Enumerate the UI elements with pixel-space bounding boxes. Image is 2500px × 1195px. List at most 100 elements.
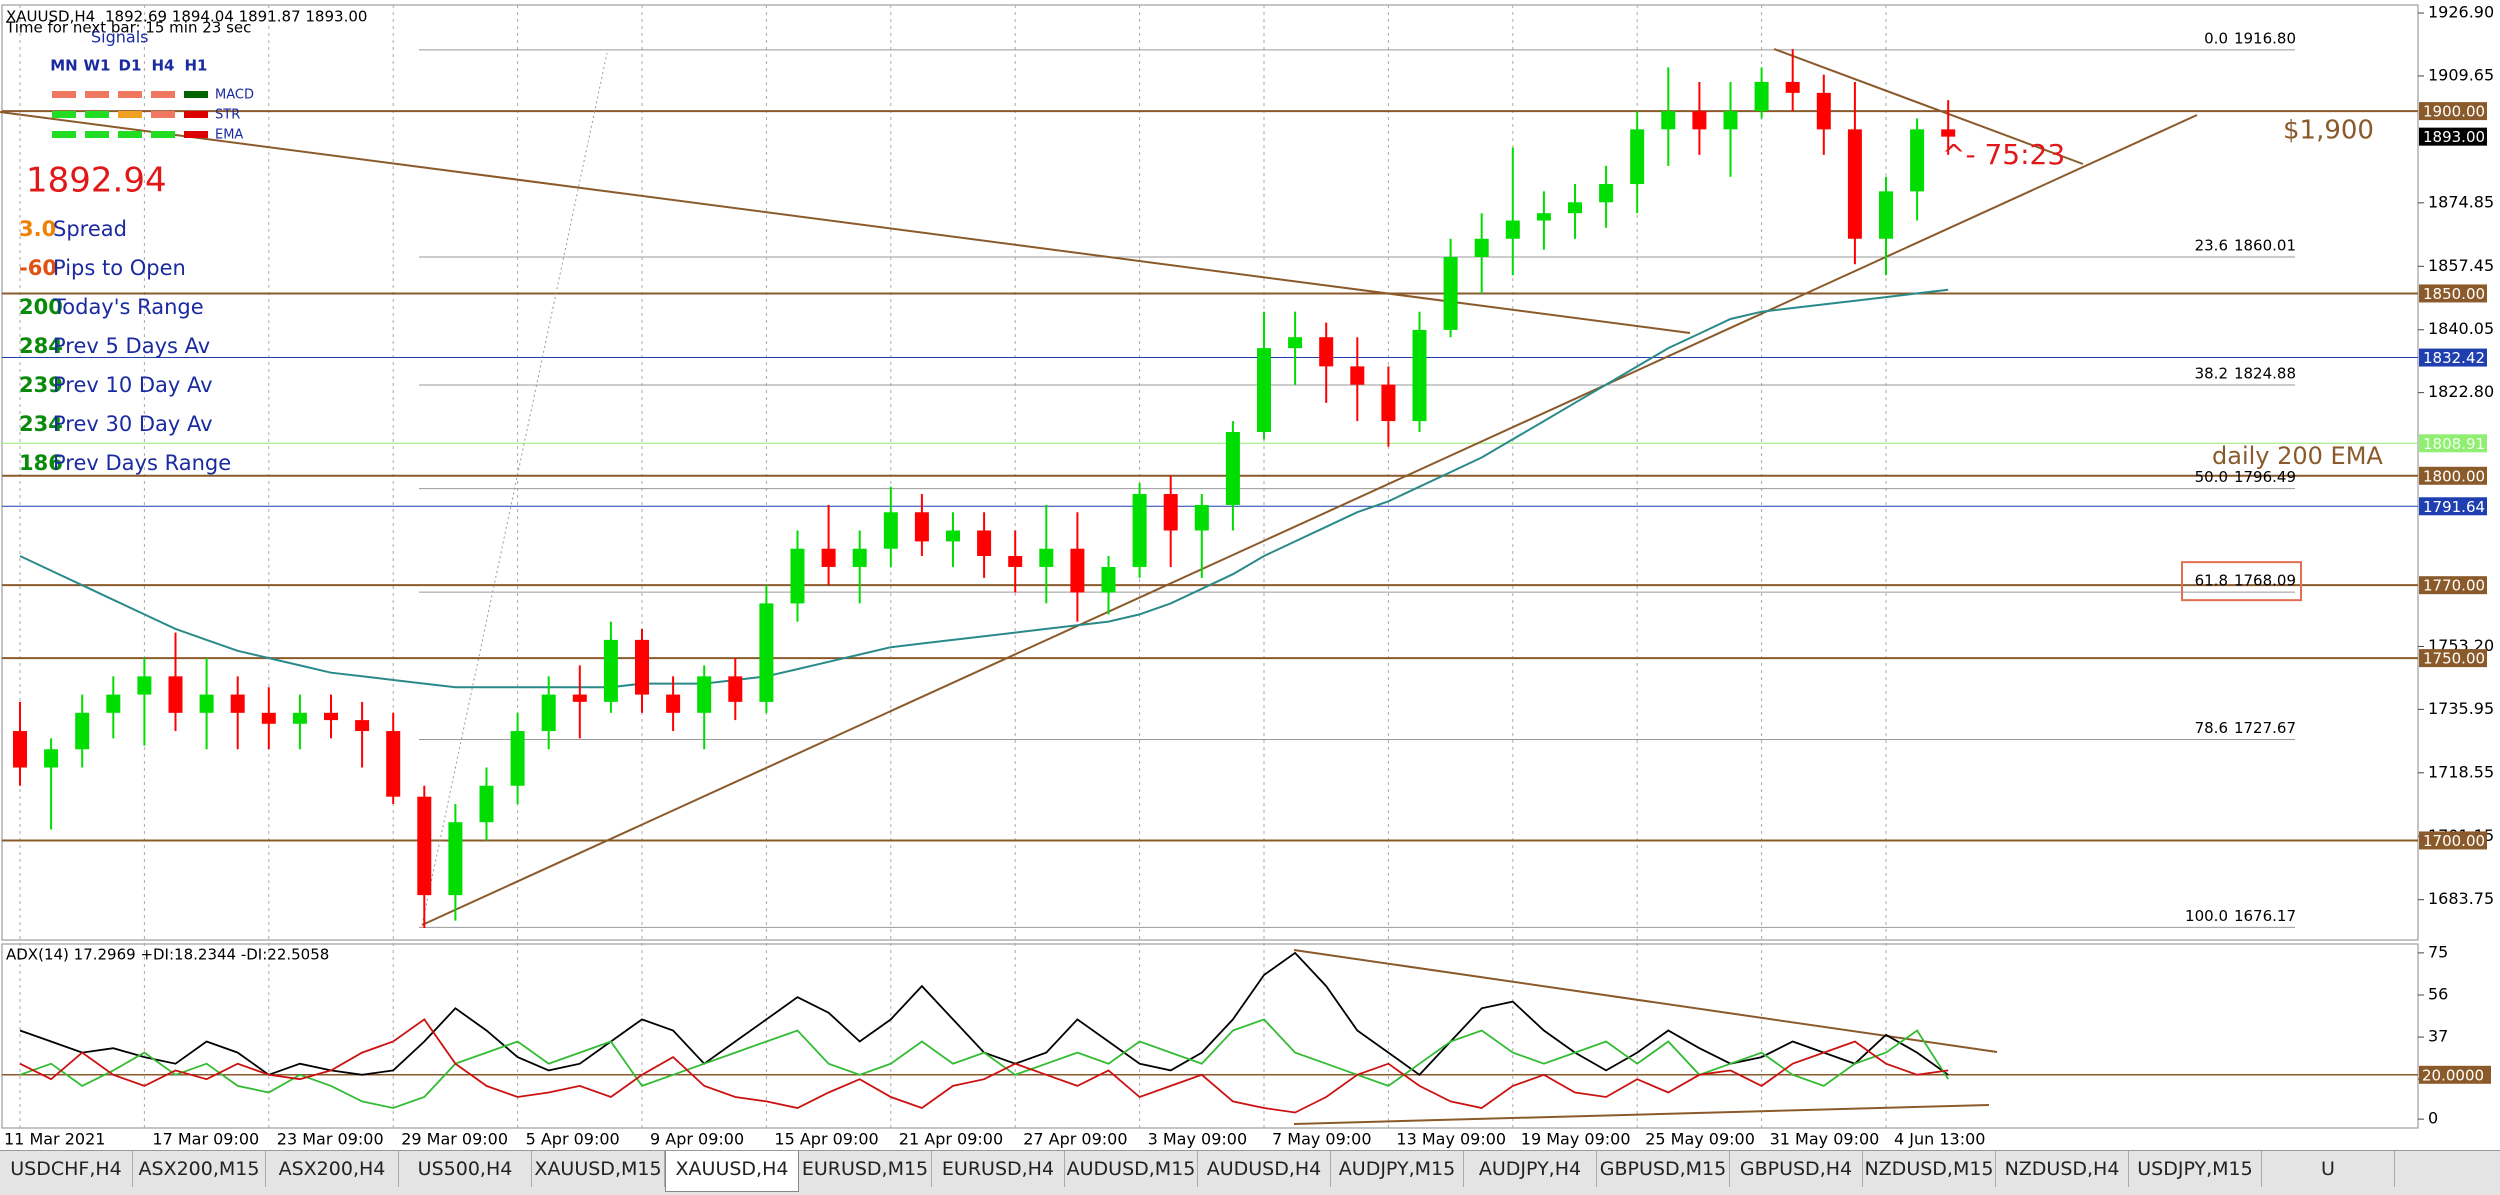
level-label: 1850.00	[2423, 285, 2485, 303]
chart-tab[interactable]: USDCHF,H4	[0, 1151, 133, 1187]
y-tick-label: 1683.75	[2428, 889, 2494, 908]
level-box	[2419, 497, 2487, 516]
candle-body	[1816, 92, 1831, 130]
stat-label: Prev 5 Days Av	[53, 334, 210, 358]
candle-body	[1412, 329, 1427, 422]
x-tick-label: 19 May 09:00	[1521, 1130, 1631, 1149]
x-tick-label: 23 Mar 09:00	[277, 1130, 384, 1149]
candle-body	[1630, 129, 1645, 185]
chart-tab[interactable]: ASX200,M15	[133, 1151, 266, 1187]
candle-body	[1754, 81, 1769, 112]
level-box	[2419, 466, 2487, 485]
annotation: $1,900	[2283, 116, 2374, 146]
chart-tab[interactable]: EURUSD,M15	[799, 1151, 932, 1187]
trendline	[0, 111, 1691, 334]
signal-dash	[118, 111, 142, 118]
chart-tab[interactable]: USDJPY,M15	[2129, 1151, 2262, 1187]
candle-body	[977, 530, 992, 557]
chart-tab[interactable]: NZDUSD,H4	[1996, 1151, 2129, 1187]
candle-body	[1879, 191, 1893, 239]
candle-body	[821, 548, 836, 567]
level-label: 1900.00	[2423, 103, 2485, 121]
candle-body	[1785, 81, 1800, 93]
candle-body	[417, 796, 432, 896]
chart-tab[interactable]: U	[2262, 1151, 2395, 1187]
trendline	[421, 114, 2198, 926]
candle-body	[75, 712, 90, 750]
signal-row: STR	[215, 108, 240, 123]
x-tick-label: 25 May 09:00	[1645, 1130, 1755, 1149]
level-label: 1808.91	[2423, 435, 2485, 453]
signal-dash	[184, 111, 208, 118]
chart-tab[interactable]: GBPUSD,M15	[1597, 1151, 1730, 1187]
y-tick-label: 1735.95	[2428, 699, 2494, 718]
x-tick-label: 29 Mar 09:00	[401, 1130, 508, 1149]
fib-price: 1916.80	[2234, 29, 2296, 47]
candle-body	[1319, 337, 1334, 367]
fib-ratio: 50.0	[2195, 468, 2228, 486]
signal-dash	[118, 91, 142, 98]
candle-body	[479, 785, 494, 823]
candle-body	[448, 822, 463, 896]
candle-body	[1070, 548, 1085, 593]
signal-column: H1	[185, 57, 208, 75]
level-box	[2419, 102, 2487, 121]
trendline	[1293, 949, 1998, 1053]
signal-dash	[52, 131, 76, 138]
fib-box	[2181, 561, 2302, 602]
level-box	[2419, 284, 2487, 303]
signal-dash	[151, 111, 175, 118]
bar-timer: Time for next bar: 15 min 23 sec	[5, 19, 251, 37]
chart-tab[interactable]: AUDJPY,H4	[1464, 1151, 1597, 1187]
chart-tab[interactable]: NZDUSD,M15	[1863, 1151, 1996, 1187]
candle-body	[106, 694, 121, 713]
chart-tab[interactable]: GBPUSD,H4	[1730, 1151, 1863, 1187]
signal-row: EMA	[215, 128, 243, 143]
candle-body	[759, 603, 774, 702]
stat-value: 3.0	[19, 217, 56, 241]
stat-value: 284	[19, 334, 63, 358]
signal-dash	[151, 91, 175, 98]
signal-column: H4	[152, 57, 175, 75]
signals-title: Signals	[91, 28, 148, 47]
x-tick-label: 7 May 09:00	[1272, 1130, 1372, 1149]
fib-price: 1860.01	[2234, 236, 2296, 254]
chart-tab[interactable]: EURUSD,H4	[932, 1151, 1065, 1187]
candle-body	[510, 731, 525, 786]
level-label: 1893.00	[2423, 128, 2485, 146]
signal-row: MACD	[215, 88, 254, 103]
candle-body	[1288, 337, 1303, 349]
chart-tab[interactable]: US500,H4	[399, 1151, 532, 1187]
fib-ratio: 38.2	[2195, 365, 2228, 383]
level-box	[2419, 649, 2487, 668]
fib-ratio: 23.6	[2195, 236, 2228, 254]
candle-body	[1910, 129, 1925, 192]
stat-label: Prev 30 Day Av	[53, 412, 213, 436]
candle-body	[946, 530, 960, 542]
stat-label: Spread	[53, 217, 127, 241]
candle-body	[666, 694, 681, 713]
candle-body	[1163, 494, 1178, 531]
x-tick-label: 11 Mar 2021	[4, 1130, 105, 1149]
x-tick-label: 21 Apr 09:00	[899, 1130, 1003, 1149]
stat-label: Prev Days Range	[53, 451, 231, 475]
candle-body	[1661, 111, 1676, 130]
candle-body	[572, 694, 587, 702]
chart-tab[interactable]: AUDUSD,H4	[1198, 1151, 1331, 1187]
candle-body	[1350, 366, 1365, 385]
indicator-pane-frame	[1, 943, 2419, 1129]
level-label: 1800.00	[2423, 467, 2485, 485]
chart-tab[interactable]: XAUUSD,H4	[665, 1151, 799, 1192]
chart-tab[interactable]: AUDJPY,M15	[1331, 1151, 1464, 1187]
indicator-line	[19, 1018, 1949, 1114]
chart-tab[interactable]: ASX200,H4	[266, 1151, 399, 1187]
level-label: 1700.00	[2423, 832, 2485, 850]
trendline	[421, 52, 608, 926]
chart-tab[interactable]: XAUUSD,M15	[532, 1151, 665, 1187]
signal-dash	[52, 111, 76, 118]
stat-label: Prev 10 Day Av	[53, 373, 213, 397]
signal-dash	[52, 91, 76, 98]
chart-tab[interactable]: AUDUSD,M15	[1065, 1151, 1198, 1187]
indicator-line	[19, 1018, 1949, 1109]
candle-body	[292, 712, 307, 724]
